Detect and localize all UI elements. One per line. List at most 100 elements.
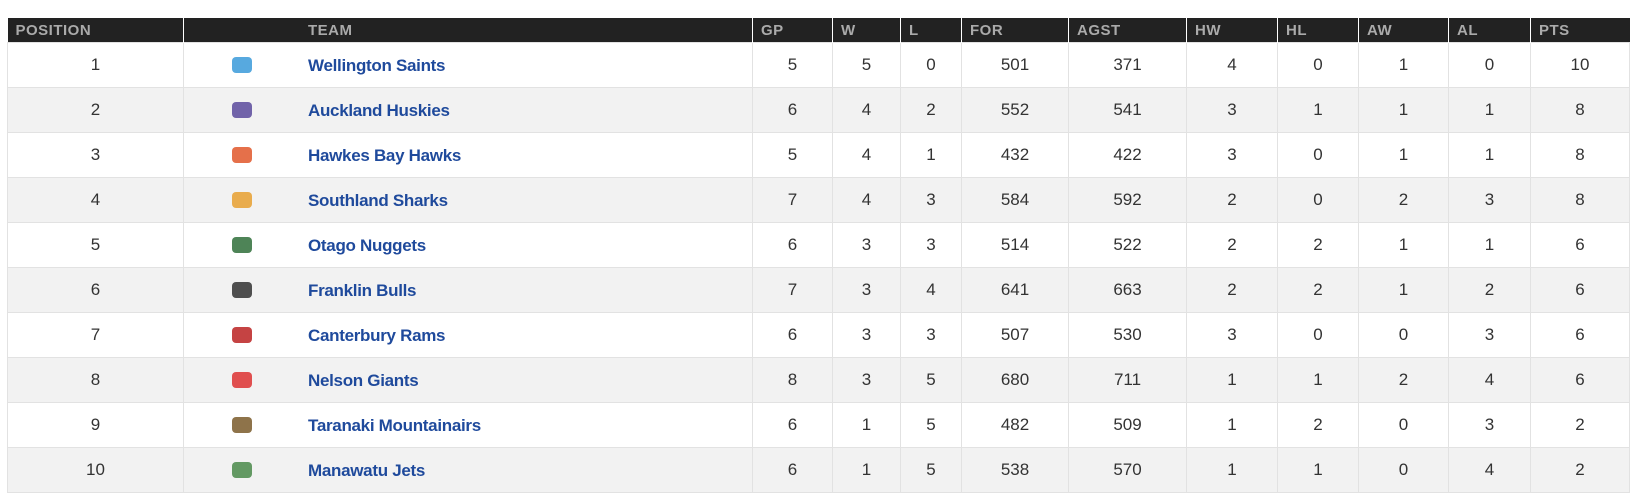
column-header: AGST [1068,18,1187,43]
team-cell: Hawkes Bay Hawks [183,132,753,178]
stat-cell: 3 [1186,312,1278,358]
stat-cell: 1 [1277,357,1359,403]
stat-cell: 0 [900,42,962,88]
stat-cell: 522 [1068,222,1187,268]
team-name[interactable]: Southland Sharks [308,191,448,210]
stat-cell: 2 [1277,222,1359,268]
team-row: 5 Otago Nuggets 6 3 3 514 522 2 2 1 1 6 [7,222,1630,268]
stat-cell: 5 [752,42,833,88]
team-name[interactable]: Manawatu Jets [308,461,426,480]
stat-cell: 3 [832,312,901,358]
team-name[interactable]: Franklin Bulls [308,281,417,300]
stat-cell: 2 [1530,402,1630,448]
team-name[interactable]: Nelson Giants [308,371,419,390]
team-name[interactable]: Taranaki Mountainairs [308,416,481,435]
team-row: 1 Wellington Saints 5 5 0 501 371 4 0 1 0 10 [7,42,1630,88]
stat-cell: 6 [752,312,833,358]
stat-cell: 5 [900,447,962,493]
stat-cell: 2 [1186,177,1278,223]
stat-cell: 371 [1068,42,1187,88]
stat-cell: 1 [832,402,901,448]
team-logo [232,102,252,118]
stat-cell: 2 [1186,222,1278,268]
team-logo [232,237,252,253]
stat-cell: 680 [961,357,1069,403]
column-header: FOR [961,18,1069,43]
stat-cell: 6 [752,222,833,268]
team-name[interactable]: Hawkes Bay Hawks [308,146,462,165]
stat-cell: 1 [1358,87,1449,133]
team-logo [232,372,252,388]
stat-cell: 2 [1448,267,1531,313]
stat-cell: 2 [1358,177,1449,223]
stat-cell: 3 [1186,132,1278,178]
team-name[interactable]: Otago Nuggets [308,236,426,255]
stat-cell: 6 [752,402,833,448]
stat-cell: 4 [1448,447,1531,493]
stat-cell: 5 [832,42,901,88]
team-name[interactable]: Wellington Saints [308,56,446,75]
stat-cell: 6 [1530,222,1630,268]
team-cell: Southland Sharks [183,177,753,223]
stat-cell: 1 [900,132,962,178]
stat-cell: 0 [1277,132,1359,178]
stat-cell: 711 [1068,357,1187,403]
stat-cell: 2 [7,87,184,133]
stat-cell: 0 [1277,177,1359,223]
stat-cell: 1 [1448,132,1531,178]
team-name[interactable]: Canterbury Rams [308,326,446,345]
stat-cell: 570 [1068,447,1187,493]
stat-cell: 1 [7,42,184,88]
stat-cell: 8 [1530,177,1630,223]
team-cell: Canterbury Rams [183,312,753,358]
stat-cell: 0 [1358,447,1449,493]
team-logo [232,192,252,208]
stat-cell: 8 [1530,132,1630,178]
stat-cell: 663 [1068,267,1187,313]
stat-cell: 3 [832,267,901,313]
team-cell: Franklin Bulls [183,267,753,313]
stat-cell: 584 [961,177,1069,223]
stat-cell: 3 [832,222,901,268]
stat-cell: 3 [1448,177,1531,223]
team-name[interactable]: Auckland Huskies [308,101,450,120]
team-cell: Manawatu Jets [183,447,753,493]
column-header: HL [1277,18,1359,43]
stat-cell: 3 [900,312,962,358]
stat-cell: 4 [832,87,901,133]
stat-cell: 4 [832,132,901,178]
stat-cell: 1 [1448,87,1531,133]
stat-cell: 1 [1448,222,1531,268]
stat-cell: 1 [1358,267,1449,313]
stat-cell: 2 [1186,267,1278,313]
stat-cell: 3 [832,357,901,403]
stat-cell: 10 [7,447,184,493]
stat-cell: 2 [1277,402,1359,448]
team-logo [232,57,252,73]
stat-cell: 8 [752,357,833,403]
stat-cell: 2 [1277,267,1359,313]
stat-cell: 8 [1530,87,1630,133]
stat-cell: 4 [1448,357,1531,403]
team-row: 4 Southland Sharks 7 4 3 584 592 2 0 2 3 8 [7,177,1630,223]
stat-cell: 5 [900,357,962,403]
stat-cell: 2 [900,87,962,133]
stat-cell: 0 [1358,402,1449,448]
stat-cell: 4 [7,177,184,223]
team-row: 7 Canterbury Rams 6 3 3 507 530 3 0 0 3 6 [7,312,1630,358]
team-cell: Wellington Saints [183,42,753,88]
column-header: W [832,18,901,43]
stat-cell: 5 [900,402,962,448]
team-row: 9 Taranaki Mountainairs 6 1 5 482 509 1 2 0 3 2 [7,402,1630,448]
standings-table: POSITION TEAM GP W L FOR AGST HW HL AW AL PTS 1 Well… [7,18,1630,493]
table-header: POSITION TEAM GP W L FOR AGST HW HL AW AL PTS [7,18,1630,43]
stat-cell: 3 [900,222,962,268]
stat-cell: 1 [1277,87,1359,133]
stat-cell: 7 [7,312,184,358]
stat-cell: 6 [7,267,184,313]
stat-cell: 3 [1448,312,1531,358]
stat-cell: 6 [752,87,833,133]
column-header: POSITION [7,18,184,43]
column-header: GP [752,18,833,43]
